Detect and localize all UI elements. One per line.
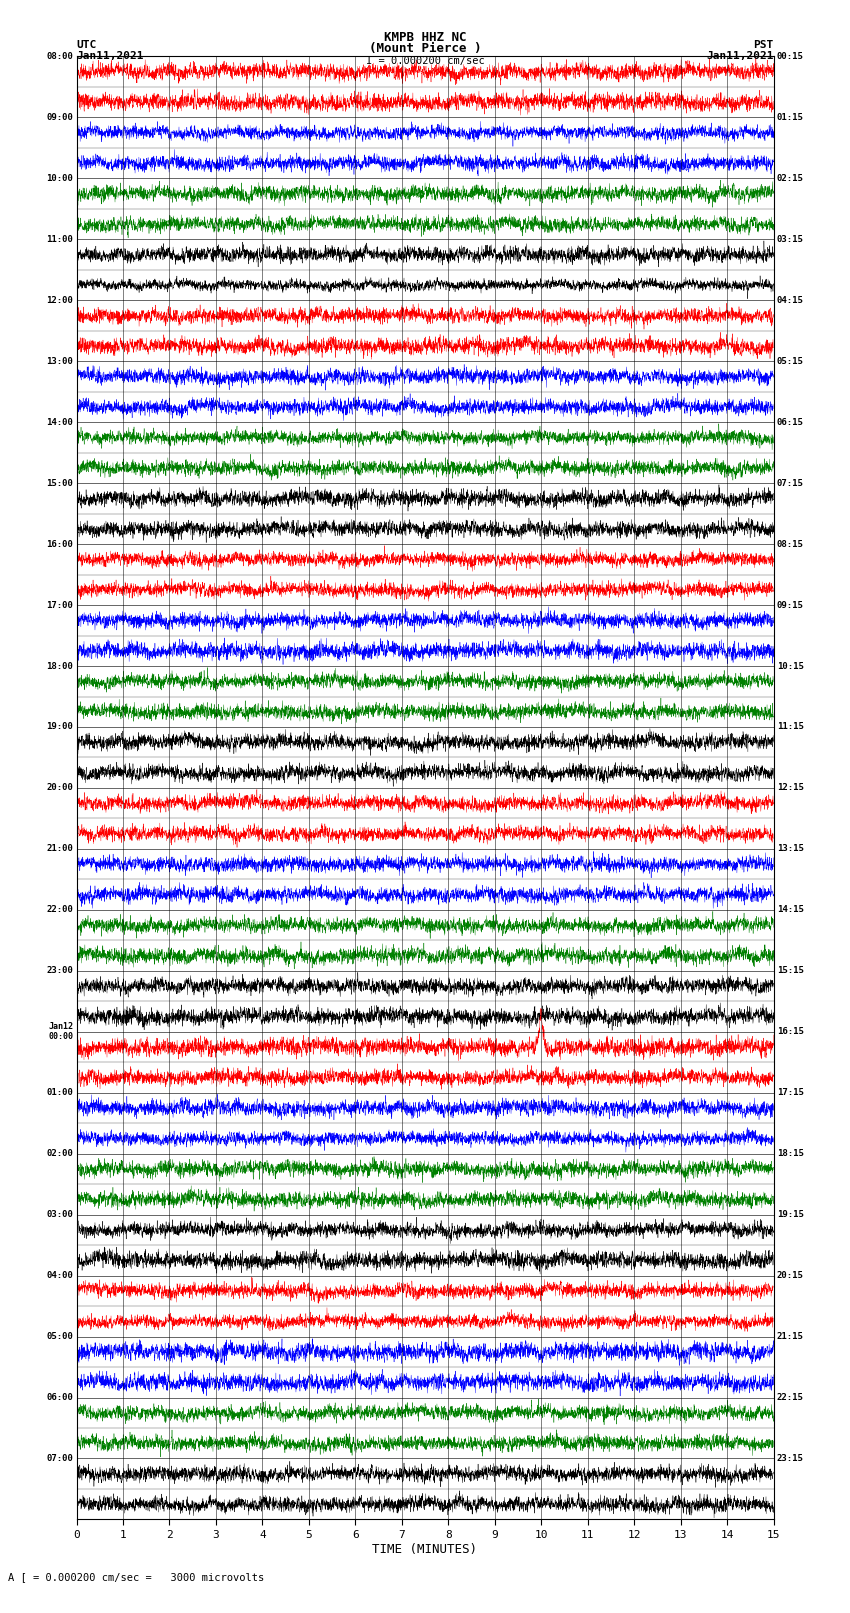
Text: 17:00: 17:00: [46, 600, 73, 610]
Text: KMPB HHZ NC: KMPB HHZ NC: [383, 31, 467, 44]
Text: 06:15: 06:15: [777, 418, 804, 427]
Text: 22:00: 22:00: [46, 905, 73, 915]
Text: UTC: UTC: [76, 40, 97, 50]
Text: 09:15: 09:15: [777, 600, 804, 610]
Text: 17:15: 17:15: [777, 1089, 804, 1097]
Text: 03:15: 03:15: [777, 235, 804, 244]
Text: PST: PST: [753, 40, 774, 50]
Text: 21:15: 21:15: [777, 1332, 804, 1340]
Text: A [ = 0.000200 cm/sec =   3000 microvolts: A [ = 0.000200 cm/sec = 3000 microvolts: [8, 1573, 264, 1582]
Text: 16:00: 16:00: [46, 540, 73, 548]
Text: 00:15: 00:15: [777, 52, 804, 61]
Text: 13:15: 13:15: [777, 845, 804, 853]
Text: 23:00: 23:00: [46, 966, 73, 976]
Text: 02:15: 02:15: [777, 174, 804, 182]
Text: Jan11,2021: Jan11,2021: [76, 52, 144, 61]
Text: 08:15: 08:15: [777, 540, 804, 548]
Text: 08:00: 08:00: [46, 52, 73, 61]
Text: 15:15: 15:15: [777, 966, 804, 976]
Text: 15:00: 15:00: [46, 479, 73, 487]
Text: 04:15: 04:15: [777, 295, 804, 305]
Text: 01:00: 01:00: [46, 1089, 73, 1097]
Text: 06:00: 06:00: [46, 1394, 73, 1402]
Text: 21:00: 21:00: [46, 845, 73, 853]
Text: 12:15: 12:15: [777, 784, 804, 792]
Text: 05:15: 05:15: [777, 356, 804, 366]
Text: I = 0.000200 cm/sec: I = 0.000200 cm/sec: [366, 56, 484, 66]
Text: 20:15: 20:15: [777, 1271, 804, 1281]
Text: 11:00: 11:00: [46, 235, 73, 244]
Text: 07:00: 07:00: [46, 1453, 73, 1463]
Text: 14:00: 14:00: [46, 418, 73, 427]
Text: Jan11,2021: Jan11,2021: [706, 52, 774, 61]
Text: 03:00: 03:00: [46, 1210, 73, 1219]
Text: 10:15: 10:15: [777, 661, 804, 671]
Text: 07:15: 07:15: [777, 479, 804, 487]
Text: 04:00: 04:00: [46, 1271, 73, 1281]
Text: 11:15: 11:15: [777, 723, 804, 731]
Text: 09:00: 09:00: [46, 113, 73, 123]
Text: 19:00: 19:00: [46, 723, 73, 731]
Text: 01:15: 01:15: [777, 113, 804, 123]
Text: Jan12
00:00: Jan12 00:00: [48, 1023, 73, 1042]
Text: 13:00: 13:00: [46, 356, 73, 366]
Text: 02:00: 02:00: [46, 1148, 73, 1158]
Text: 12:00: 12:00: [46, 295, 73, 305]
Text: 05:00: 05:00: [46, 1332, 73, 1340]
Text: (Mount Pierce ): (Mount Pierce ): [369, 42, 481, 55]
Text: 20:00: 20:00: [46, 784, 73, 792]
X-axis label: TIME (MINUTES): TIME (MINUTES): [372, 1542, 478, 1555]
Text: 18:00: 18:00: [46, 661, 73, 671]
Text: 23:15: 23:15: [777, 1453, 804, 1463]
Text: 16:15: 16:15: [777, 1027, 804, 1036]
Text: 18:15: 18:15: [777, 1148, 804, 1158]
Text: 10:00: 10:00: [46, 174, 73, 182]
Text: 22:15: 22:15: [777, 1394, 804, 1402]
Text: 19:15: 19:15: [777, 1210, 804, 1219]
Text: 14:15: 14:15: [777, 905, 804, 915]
